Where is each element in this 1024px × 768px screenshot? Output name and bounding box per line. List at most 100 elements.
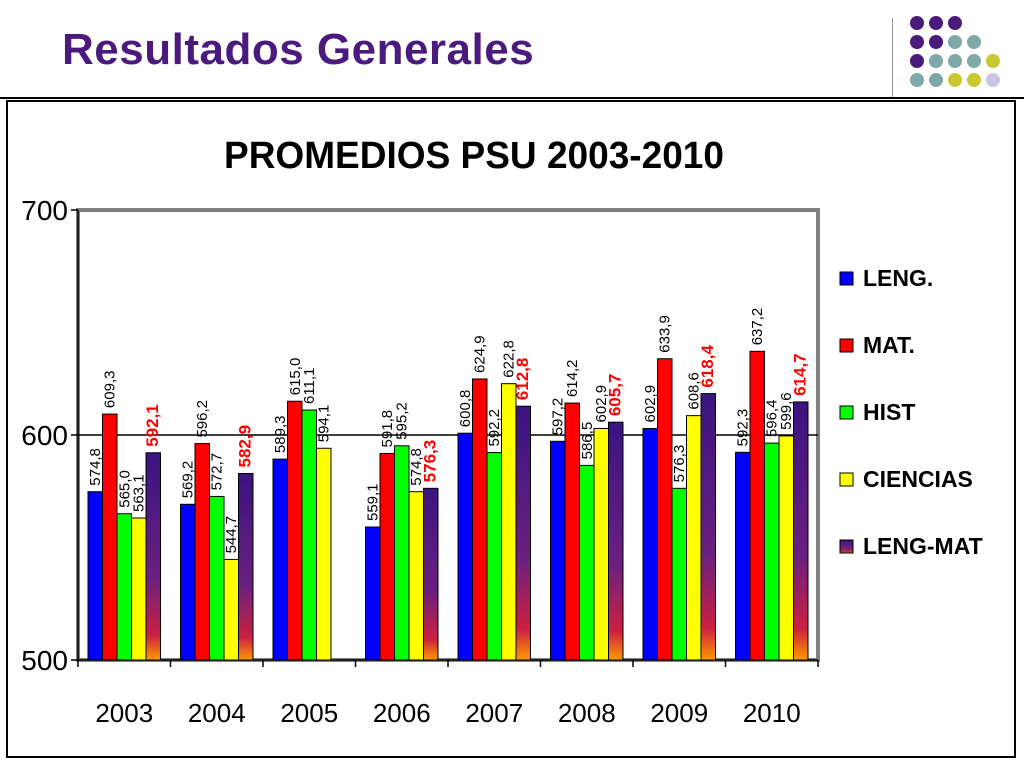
- data-label: 618,4: [698, 345, 717, 388]
- data-label: 612,8: [513, 358, 532, 401]
- x-tick-label: 2008: [558, 698, 616, 728]
- data-label: 589,3: [272, 416, 289, 454]
- data-label: 600,8: [457, 390, 474, 428]
- legend-label: HIST: [863, 399, 915, 425]
- chart-title: PROMEDIOS PSU 2003-2010: [224, 135, 724, 177]
- chart-frame: PROMEDIOS PSU 2003-2010 500 600 700 2003 2004…: [6, 100, 1016, 758]
- decorative-dot: [910, 73, 924, 87]
- decorative-dot: [910, 35, 924, 49]
- bar-hist: [671, 487, 687, 661]
- x-tick-label: 2005: [280, 698, 338, 728]
- bar-leng: [457, 432, 473, 661]
- data-label: 563,1: [131, 474, 148, 512]
- bar-leng-mat: [793, 401, 809, 661]
- data-label: 592,1: [143, 404, 162, 447]
- data-label: 572,7: [209, 453, 226, 491]
- data-label: 602,9: [593, 385, 610, 423]
- data-label: 591,8: [379, 410, 396, 448]
- bar-ciencias: [593, 427, 609, 661]
- legend-swatch: [839, 405, 854, 420]
- bar-leng-mat: [145, 452, 161, 661]
- data-label: 559,1: [365, 483, 382, 521]
- bar-hist: [486, 452, 502, 661]
- decorative-dot: [967, 73, 981, 87]
- decorative-dot: [910, 54, 924, 68]
- bar-ciencias: [408, 491, 424, 661]
- bar-leng: [550, 440, 566, 661]
- decorative-dot: [929, 16, 943, 30]
- legend-label: LENG-MAT: [863, 533, 983, 559]
- data-label: 614,7: [791, 353, 810, 396]
- x-tick-label: 2010: [743, 698, 801, 728]
- bar-hist: [209, 495, 225, 661]
- bar-leng: [87, 491, 103, 661]
- x-tick-label: 2006: [373, 698, 431, 728]
- bar-leng-mat: [238, 472, 254, 661]
- data-label: 596,2: [194, 400, 211, 438]
- bar-hist: [394, 445, 410, 661]
- y-tick-label: 700: [21, 195, 68, 226]
- legend-label: MAT.: [863, 332, 915, 358]
- bar-mat: [657, 358, 673, 661]
- data-label: 594,1: [316, 405, 333, 443]
- decorative-dot: [948, 35, 962, 49]
- data-label: 605,7: [606, 374, 625, 417]
- data-label: 615,0: [287, 358, 304, 396]
- bar-mat: [102, 413, 118, 661]
- data-label: 569,2: [180, 461, 197, 499]
- decorative-dot: [967, 54, 981, 68]
- data-label: 624,9: [472, 335, 489, 373]
- bar-ciencias: [778, 435, 794, 661]
- x-tick-label: 2009: [650, 698, 708, 728]
- legend-label: LENG.: [863, 265, 933, 291]
- decorative-dot: [948, 73, 962, 87]
- bar-leng: [272, 458, 288, 661]
- bar-leng: [735, 451, 751, 661]
- data-label: 633,9: [657, 315, 674, 353]
- data-label: 576,3: [421, 440, 440, 483]
- decorative-dot: [986, 54, 1000, 68]
- data-label: 611,1: [301, 368, 318, 404]
- data-label: 565,0: [116, 470, 133, 508]
- data-label: 599,6: [778, 392, 795, 430]
- data-label: 597,2: [550, 398, 567, 436]
- bar-mat: [749, 350, 765, 661]
- bar-mat: [472, 378, 488, 661]
- data-label: 592,3: [735, 409, 752, 447]
- data-label: 544,7: [223, 516, 240, 554]
- decorative-dot: [986, 73, 1000, 87]
- decorative-dot: [910, 16, 924, 30]
- bar-ciencias: [686, 415, 702, 661]
- bar-leng-mat: [423, 487, 439, 661]
- bar-leng: [642, 427, 658, 661]
- x-tick-label: 2004: [188, 698, 246, 728]
- data-label: 574,8: [87, 448, 104, 486]
- y-tick-label: 500: [21, 645, 68, 676]
- x-tick-label: 2003: [95, 698, 153, 728]
- y-tick-label: 600: [21, 420, 68, 451]
- decorative-dot: [948, 54, 962, 68]
- bar-leng-mat: [608, 421, 624, 661]
- bar-ciencias: [223, 558, 239, 661]
- data-label: 586,5: [579, 422, 596, 460]
- decorative-dot: [929, 73, 943, 87]
- data-label: 609,3: [102, 371, 119, 409]
- decorative-dot: [929, 54, 943, 68]
- bar-ciencias: [316, 447, 332, 661]
- bar-leng-mat: [700, 393, 716, 661]
- legend-swatch: [839, 472, 854, 487]
- bar-ciencias: [131, 517, 147, 661]
- title-underline: [0, 97, 1024, 99]
- bar-hist: [301, 409, 317, 661]
- x-tick-label: 2007: [465, 698, 523, 728]
- data-label: 614,2: [564, 360, 581, 398]
- data-label: 595,2: [394, 402, 411, 440]
- decorative-dot: [929, 35, 943, 49]
- bar-mat: [379, 452, 395, 661]
- bar-chart: PROMEDIOS PSU 2003-2010 500 600 700 2003 2004…: [21, 135, 983, 728]
- bar-mat: [564, 402, 580, 661]
- data-label: 608,6: [686, 372, 703, 410]
- legend-label: CIENCIAS: [863, 466, 973, 492]
- bar-hist: [116, 513, 132, 661]
- bar-hist: [764, 442, 780, 661]
